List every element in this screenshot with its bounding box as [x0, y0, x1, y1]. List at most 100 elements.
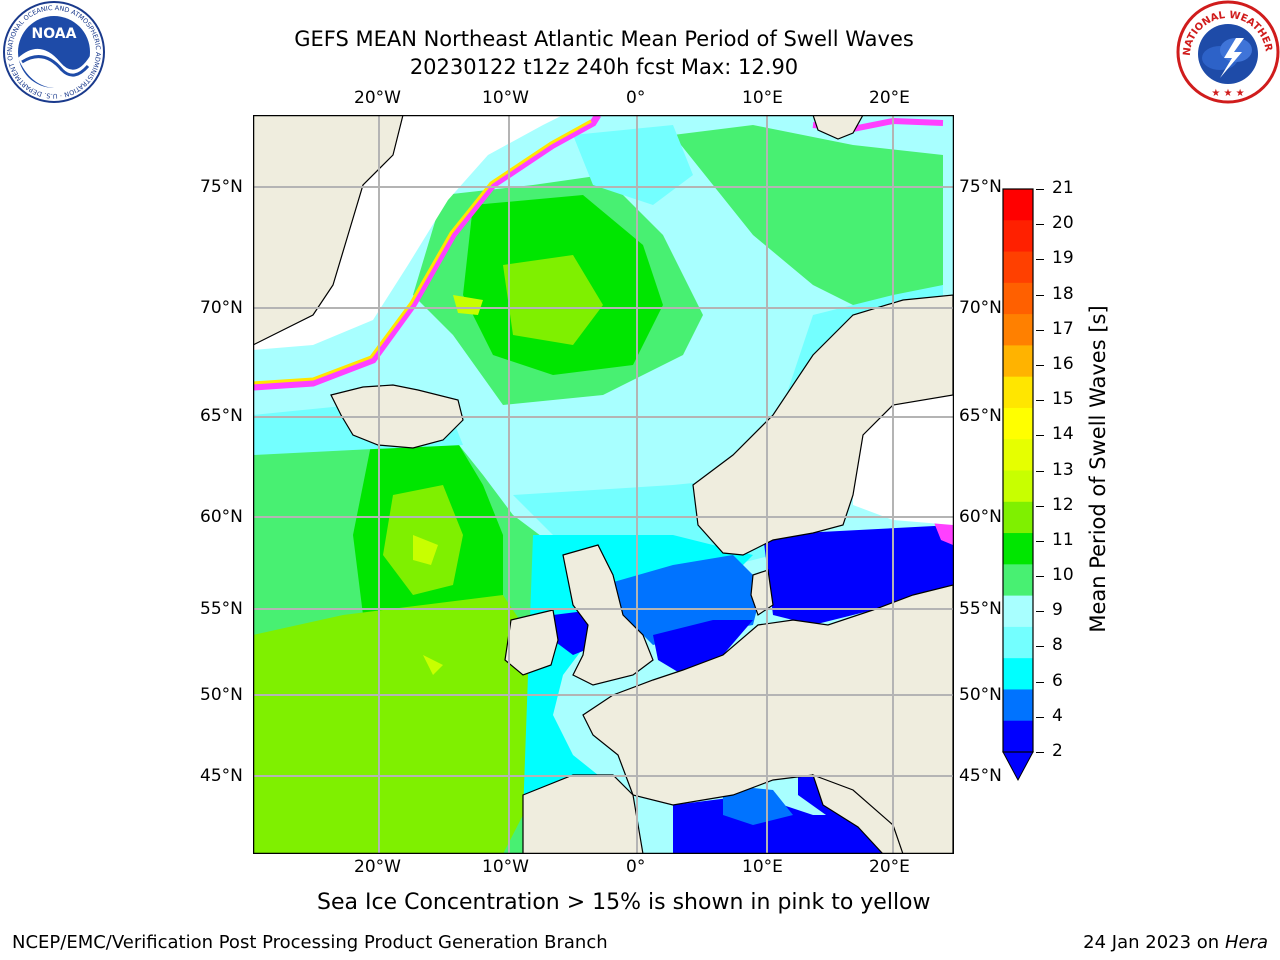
graticule — [253, 115, 954, 854]
colorbar-segment — [1003, 282, 1033, 315]
colorbar-tick-mark — [1036, 224, 1044, 226]
colorbar-tick: 10 — [1052, 565, 1074, 586]
sea-ice-caption: Sea Ice Concentration > 15% is shown in … — [317, 890, 931, 915]
colorbar-extend-arrow — [1002, 751, 1034, 782]
lon-tick-top: 20°W — [354, 88, 401, 108]
colorbar-tick-mark — [1036, 294, 1044, 296]
colorbar-tick: 21 — [1052, 178, 1074, 198]
swell-2-4-channel — [653, 620, 753, 675]
swell-12-13-region — [253, 595, 553, 854]
lat-tick-left: 45°N — [200, 766, 243, 786]
colorbar-tick: 4 — [1052, 705, 1063, 726]
colorbar-segment — [1003, 407, 1033, 440]
lat-tick-right: 65°N — [959, 406, 1002, 426]
colorbar-tick-mark — [1036, 576, 1044, 578]
colorbar-tick: 6 — [1052, 670, 1063, 691]
lon-tick-top: 10°E — [742, 88, 783, 108]
colorbar-tick: 15 — [1052, 389, 1074, 410]
colorbar-tick: 20 — [1052, 213, 1074, 234]
noaa-logo-text: NOAA — [32, 26, 77, 42]
colorbar-tick: 8 — [1052, 635, 1063, 656]
footer-producer: NCEP/EMC/Verification Post Processing Pr… — [12, 932, 608, 953]
italy — [812, 773, 904, 854]
colorbar-tick-mark — [1036, 611, 1044, 613]
lat-tick-right: 75°N — [959, 177, 1002, 197]
colorbar-tick-mark — [1036, 470, 1044, 472]
lon-tick-top: 0° — [626, 88, 646, 108]
colorbar-tick: 2 — [1052, 741, 1063, 761]
colorbar-segment — [1003, 501, 1033, 534]
lat-tick-left: 70°N — [200, 298, 243, 318]
colorbar-tick: 12 — [1052, 494, 1074, 515]
colorbar-segment — [1003, 470, 1033, 503]
footer-date: 24 Jan 2023 on Hera — [1083, 932, 1268, 953]
lat-tick-right: 55°N — [959, 599, 1002, 619]
colorbar-tick: 19 — [1052, 248, 1074, 269]
noaa-logo: NATIONAL OCEANIC AND ATMOSPHERIC ADMINIS… — [0, 0, 105, 103]
colorbar-segment — [1003, 595, 1033, 628]
colorbar-segment — [1003, 220, 1033, 253]
ireland — [504, 609, 559, 676]
colorbar-segment — [1003, 314, 1033, 346]
colorbar-tick: 13 — [1052, 459, 1074, 480]
colorbar-tick-mark — [1036, 259, 1044, 261]
lat-tick-right: 45°N — [959, 766, 1002, 786]
lon-tick-bottom: 10°E — [742, 857, 783, 877]
colorbar-tick: 16 — [1052, 353, 1074, 374]
colorbar-tick-mark — [1036, 435, 1044, 437]
colorbar-segment — [1003, 564, 1033, 597]
lat-tick-left: 50°N — [200, 685, 243, 705]
lat-tick-right: 60°N — [959, 507, 1002, 527]
swell-period-map — [253, 115, 954, 854]
colorbar-tick: 9 — [1052, 600, 1063, 621]
lat-tick-left: 55°N — [200, 599, 243, 619]
svalbard — [812, 115, 864, 140]
sea-ice-edge — [253, 115, 601, 391]
svg-text:★ ★ ★: ★ ★ ★ — [1211, 88, 1244, 99]
colorbar-segment — [1003, 376, 1033, 409]
colorbar-tick-mark — [1036, 364, 1044, 366]
colorbar-segment — [1003, 658, 1033, 690]
map-title: GEFS MEAN Northeast Atlantic Mean Period… — [294, 27, 914, 51]
colorbar-segment — [1003, 189, 1033, 221]
colorbar — [1002, 188, 1034, 782]
greenland — [253, 115, 404, 346]
colorbar-segment — [1003, 533, 1033, 565]
footer-date-text: 24 Jan 2023 on — [1083, 932, 1225, 953]
lon-tick-bottom: 0° — [626, 857, 646, 877]
colorbar-tick-mark — [1036, 716, 1044, 718]
colorbar-tick: 14 — [1052, 424, 1074, 445]
colorbar-segment — [1003, 439, 1033, 471]
lat-tick-right: 50°N — [959, 685, 1002, 705]
footer-host: Hera — [1224, 932, 1268, 953]
lat-tick-left: 75°N — [200, 177, 243, 197]
land-layer — [253, 115, 954, 854]
colorbar-tick-mark — [1036, 505, 1044, 507]
colorbar-segment — [1003, 689, 1033, 722]
map-subtitle: 20230122 t12z 240h fcst Max: 12.90 — [409, 55, 799, 79]
colorbar-segment — [1003, 345, 1033, 378]
colorbar-tick-mark — [1036, 400, 1044, 402]
colorbar-tick-mark — [1036, 752, 1044, 753]
scandinavia — [692, 294, 954, 556]
colorbar-segment — [1003, 626, 1033, 659]
lon-tick-bottom: 20°E — [869, 857, 910, 877]
lon-tick-bottom: 10°W — [482, 857, 529, 877]
colorbar-tick: 11 — [1052, 529, 1074, 550]
colorbar-tick-mark — [1036, 681, 1044, 683]
colorbar-segment — [1003, 251, 1033, 284]
colorbar-tick-mark — [1036, 540, 1044, 542]
lon-tick-bottom: 20°W — [354, 857, 401, 877]
colorbar-segment — [1003, 720, 1033, 753]
colorbar-tick-mark — [1036, 329, 1044, 331]
map-frame — [253, 115, 954, 854]
colorbar-tick-mark — [1036, 189, 1044, 190]
colorbar-tick: 18 — [1052, 283, 1074, 304]
lon-tick-top: 20°E — [869, 88, 910, 108]
lon-tick-top: 10°W — [482, 88, 529, 108]
lat-tick-left: 60°N — [200, 507, 243, 527]
lat-tick-left: 65°N — [200, 406, 243, 426]
colorbar-tick-mark — [1036, 646, 1044, 648]
colorbar-tick: 17 — [1052, 318, 1074, 339]
lat-tick-right: 70°N — [959, 298, 1002, 318]
